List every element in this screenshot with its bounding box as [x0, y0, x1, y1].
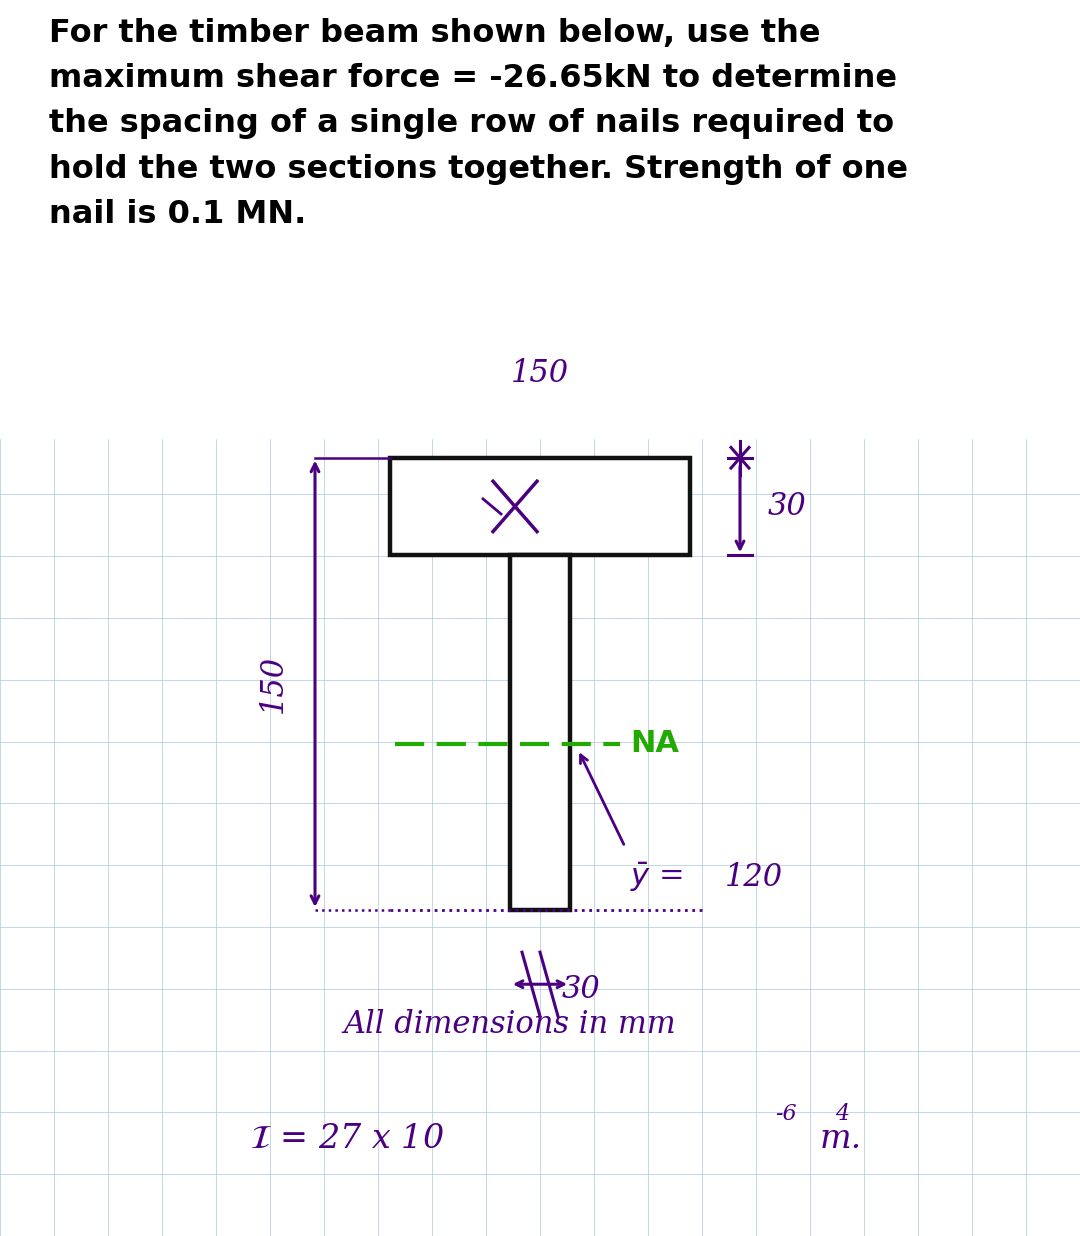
Bar: [510, 555, 570, 910]
Text: 150: 150: [511, 358, 569, 389]
Text: 4: 4: [835, 1103, 849, 1125]
Text: For the timber beam shown below, use the
maximum shear force = -26.65kN to deter: For the timber beam shown below, use the…: [49, 17, 907, 230]
Text: m.: m.: [820, 1122, 862, 1154]
Text: 30: 30: [562, 974, 600, 1005]
Text: 150: 150: [257, 655, 288, 713]
Text: $\bar{y}$ =: $\bar{y}$ =: [630, 861, 683, 895]
Bar: [390, 457, 690, 555]
Text: $\mathcal{I}$ = 27 x 10: $\mathcal{I}$ = 27 x 10: [249, 1122, 444, 1154]
Text: 30: 30: [768, 491, 807, 522]
Text: 120: 120: [725, 863, 783, 894]
Text: -6: -6: [775, 1103, 797, 1125]
Text: All dimensions in mm: All dimensions in mm: [343, 1009, 676, 1039]
Text: NA: NA: [630, 729, 679, 759]
